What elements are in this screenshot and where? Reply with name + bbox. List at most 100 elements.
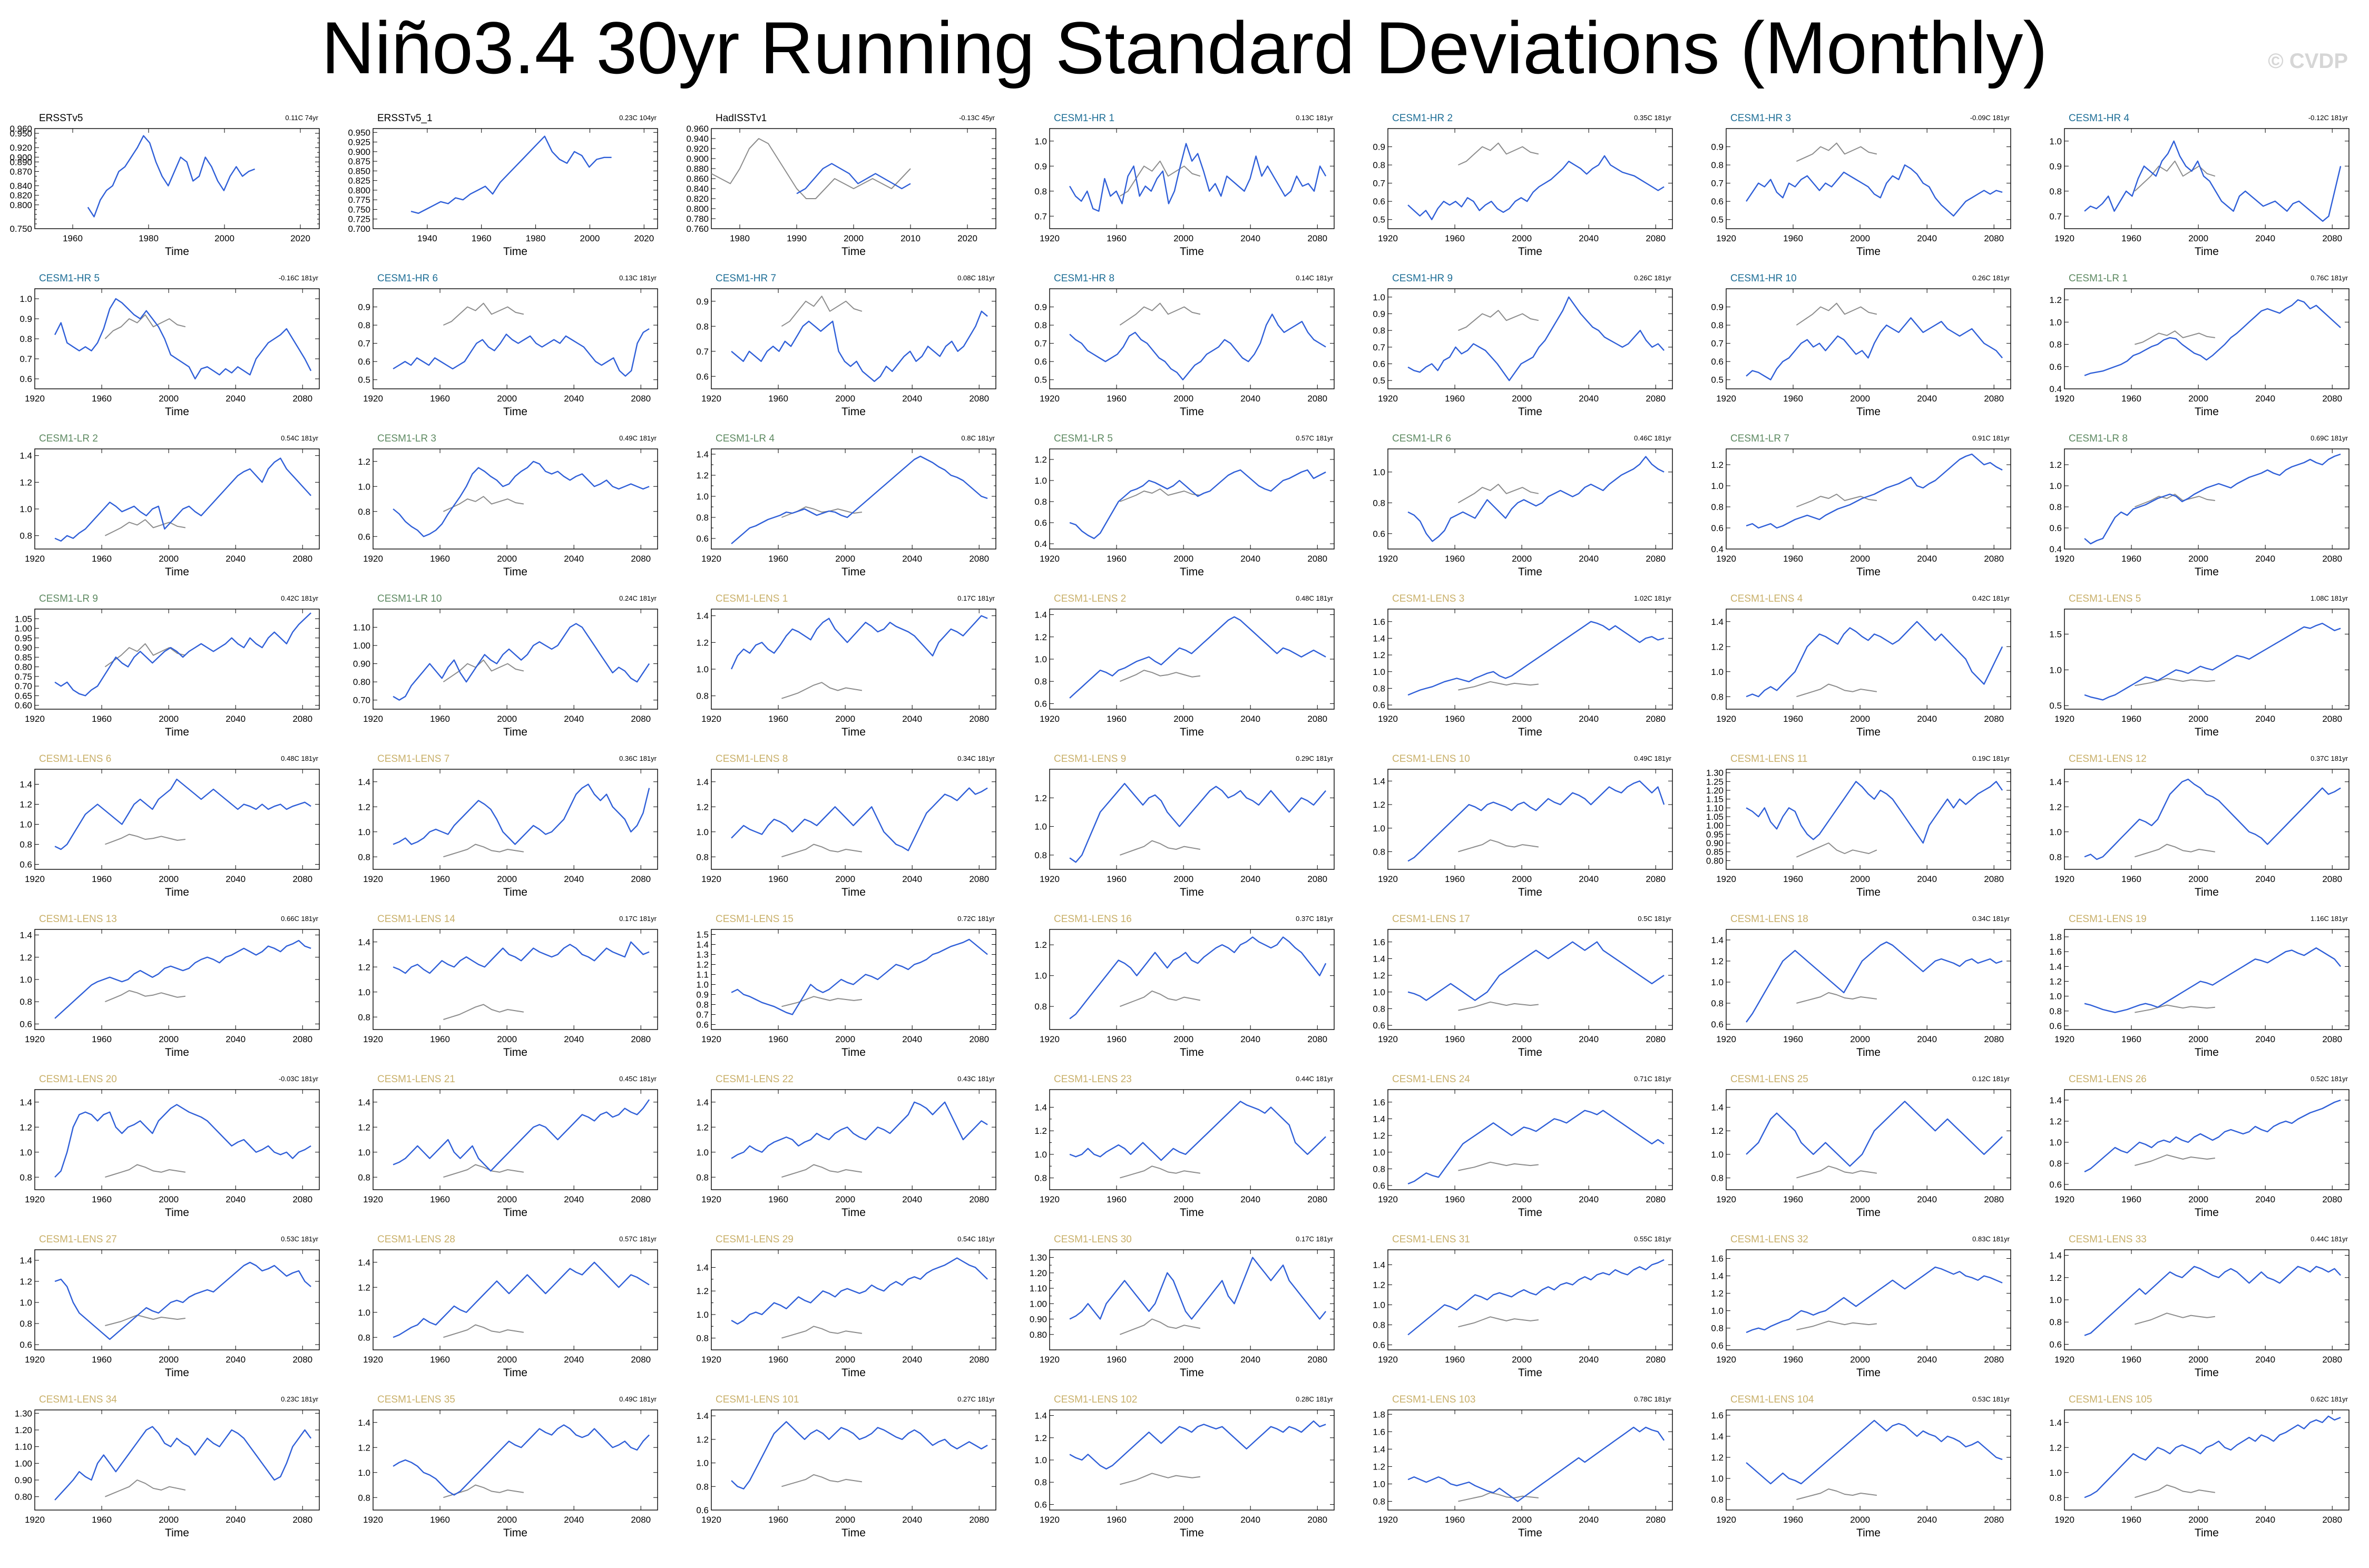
y-tick-label: 0.6 [1373,1181,1385,1191]
y-tick-label: 1.6 [1373,1097,1385,1108]
x-tick-label: 2020 [634,233,654,243]
x-tick-label: 1960 [768,554,788,564]
x-tick-label: 2080 [969,1355,989,1365]
plot-frame [1049,1249,1335,1350]
y-tick-label: 1.4 [1711,617,1724,627]
x-tick-label: 2040 [564,1515,584,1525]
y-tick-label: 0.6 [1711,523,1724,533]
panel: CESM1-HR 7 0.08C 181yr 0.6 0.7 0.8 0.9 1920 196… [696,273,996,418]
x-tick-label: 2000 [835,1194,855,1204]
y-tick-label: 1.2 [1373,1280,1385,1290]
x-tick-label: 1960 [1783,1194,1803,1204]
plot-frame [711,1249,996,1350]
panel: CESM1-LR 7 0.91C 181yr 0.4 0.6 0.8 1.0 1.2 1920… [1711,433,2011,578]
x-tick-label: 2000 [159,554,179,564]
panel-title: CESM1-LENS 29 [716,1234,794,1245]
x-axis-label: Time [503,1207,527,1219]
panel: CESM1-LR 3 0.49C 181yr 0.6 0.8 1.0 1.2 1920 196… [358,433,658,578]
x-tick-label: 1960 [92,714,112,724]
x-tick-label: 2080 [2322,1515,2342,1525]
x-tick-label: 1920 [363,714,383,724]
model-series-line [393,328,650,377]
panel-trend: 0.34C 181yr [1972,915,2010,923]
y-tick-label: 1.4 [696,777,709,787]
y-tick-label: 1.4 [1373,1260,1385,1270]
obs-series-line [781,996,863,1007]
x-tick-label: 1960 [1107,1194,1127,1204]
y-tick-label: 1.2 [19,953,32,963]
y-tick-label: 1.0 [1034,971,1047,981]
x-axis-label: Time [165,886,189,898]
x-tick-label: 1960 [2121,1355,2141,1365]
x-tick-label: 2000 [1173,714,1193,724]
y-tick-label: 0.6 [1034,518,1047,528]
model-series-line [1746,1419,2003,1485]
plot-frame [373,1409,658,1511]
x-tick-label: 1940 [417,233,437,243]
x-tick-label: 2080 [969,1034,989,1044]
x-tick-label: 1920 [701,874,721,884]
y-tick-label: 0.900 [686,154,709,164]
y-tick-label: 0.875 [348,156,370,166]
x-tick-label: 2080 [2322,233,2342,243]
x-tick-label: 2080 [631,1194,651,1204]
x-tick-label: 2040 [1579,394,1599,404]
y-tick-label: 1.4 [19,930,32,940]
panel: CESM1-HR 2 0.35C 181yr 0.5 0.6 0.7 0.8 0.9 1920… [1373,113,1673,258]
model-series-line [54,1261,311,1340]
y-tick-label: 1.0 [1034,1150,1047,1160]
x-tick-label: 2000 [1512,874,1532,884]
x-tick-label: 1960 [1445,554,1465,564]
y-tick-label: 0.7 [1034,339,1047,349]
y-tick-label: 0.6 [1373,1021,1385,1031]
panel: CESM1-LENS 102 0.28C 181yr 0.6 0.8 1.0 1.2 1.4… [1034,1394,1335,1539]
x-tick-label: 2040 [1917,394,1937,404]
model-series-line [2084,453,2341,545]
x-tick-label: 2000 [1850,714,1870,724]
panel-grid: ERSSTv5 0.11C 74yr 0.750 0.800 0.820 0.840 0.8… [0,105,2369,1568]
model-series-line [2084,947,2342,1013]
x-tick-label: 1960 [1107,554,1127,564]
x-tick-label: 2000 [497,1194,517,1204]
x-tick-label: 2080 [1984,233,2004,243]
x-tick-label: 2000 [497,714,517,724]
model-series-line [1407,780,1665,862]
y-tick-label: 1.4 [358,1418,370,1428]
panel-trend: 0.49C 181yr [1634,754,1671,762]
y-tick-label: 0.8 [1373,326,1385,336]
x-axis-label: Time [1856,886,1881,898]
panel: CESM1-LR 4 0.8C 181yr 0.6 0.8 1.0 1.2 1.4 1920 1… [696,433,996,578]
y-tick-label: 1.2 [1034,1126,1047,1136]
x-tick-label: 2000 [2188,714,2208,724]
y-tick-label: 1.10 [1030,1283,1047,1293]
y-tick-label: 0.6 [1373,359,1385,369]
obs-series-line [781,844,863,858]
y-tick-label: 0.7 [1711,339,1724,349]
x-axis-label: Time [503,726,527,738]
y-tick-label: 1.0 [696,1148,709,1158]
y-tick-label: 0.80 [1706,856,1724,866]
model-series-line [1746,164,2003,217]
panel-trend: 0.55C 181yr [1634,1235,1671,1243]
panel: CESM1-LENS 21 0.45C 181yr 0.8 1.0 1.2 1.4 1920… [358,1074,658,1219]
y-tick-label: 0.9 [1373,142,1385,152]
y-tick-label: 0.8 [19,334,32,344]
panel-title: CESM1-LENS 7 [377,753,449,765]
x-tick-label: 2000 [1512,1034,1532,1044]
x-tick-label: 2000 [1512,394,1532,404]
x-tick-label: 2040 [1240,1194,1260,1204]
y-tick-label: 1.0 [2049,136,2062,146]
x-tick-label: 1960 [1783,1034,1803,1044]
y-tick-label: 0.8 [696,1334,709,1344]
x-tick-label: 1920 [2054,233,2074,243]
plot-frame [1387,769,1673,870]
y-tick-label: 1.2 [1711,1453,1724,1463]
x-tick-label: 2040 [564,874,584,884]
y-tick-label: 0.6 [358,532,370,542]
y-tick-label: 1.2 [1711,642,1724,652]
x-tick-label: 2040 [2255,1355,2275,1365]
y-tick-label: 0.6 [1711,1020,1724,1030]
plot-frame [2064,769,2350,870]
x-tick-label: 1920 [2054,874,2074,884]
y-tick-label: 0.8 [358,852,370,862]
